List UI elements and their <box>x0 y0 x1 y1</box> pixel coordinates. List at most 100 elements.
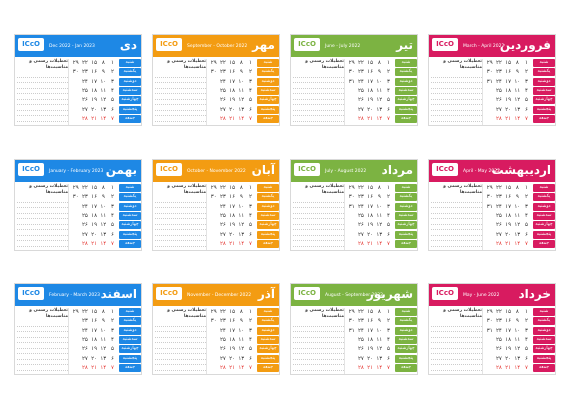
day-number: ۲۳ <box>81 69 88 76</box>
day-number: ۱۹ <box>367 222 374 229</box>
notes-heading: تعطیلات رسمی و مناسبت‌ها <box>29 308 68 319</box>
day-number: ۲۸ <box>219 115 226 122</box>
day-number: ۱۸ <box>91 87 98 94</box>
weekday-label: چهارشنبه <box>395 345 417 354</box>
day-number: ۸ <box>377 309 381 315</box>
weekday-row: سه‌شنبه ۴ ۱۱ ۱۸ ۲۵ <box>485 86 555 96</box>
day-number: ۱۱ <box>376 87 383 94</box>
day-number: ۱۰ <box>238 203 245 210</box>
day-number: ۲۶ <box>357 346 364 353</box>
day-number: ۲۹ <box>348 60 355 66</box>
weekday-label: چهارشنبه <box>533 221 555 230</box>
day-number: ۲۴ <box>81 327 88 334</box>
note-line <box>293 83 344 89</box>
day-number: ۲۲ <box>357 185 364 191</box>
day-number: ۱۶ <box>367 194 374 201</box>
day-number: ۲۸ <box>81 115 88 122</box>
day-number: ۲۲ <box>81 309 88 315</box>
weekday-label: شنبه <box>257 59 279 67</box>
note-line <box>431 111 482 116</box>
day-number: ۱۷ <box>91 78 98 85</box>
day-number: ۲۹ <box>210 60 217 66</box>
weekday-label: پنجشنبه <box>119 354 141 363</box>
note-line <box>431 214 482 219</box>
month-header: ICcO فروردین March - April 2022 <box>429 35 555 57</box>
weekday-label: یکشنبه <box>257 68 279 77</box>
day-number: ۲۶ <box>219 222 226 229</box>
notes-heading: تعطیلات رسمی و مناسبت‌ها <box>305 59 344 70</box>
day-number: ۱۹ <box>505 346 512 353</box>
weekday-row: شنبه ۱ ۸ ۱۵ ۲۲ ۲۹ <box>347 308 417 317</box>
weekday-label: چهارشنبه <box>533 345 555 354</box>
weekday-row: شنبه ۱ ۸ ۱۵ ۲۲ ۲۹ <box>485 59 555 68</box>
day-number: ۲۸ <box>495 115 502 122</box>
day-number: ۲۳ <box>357 194 364 201</box>
day-number: ۱۱ <box>238 87 245 94</box>
day-number: ۵ <box>249 346 252 353</box>
day-number: ۲۱ <box>91 240 98 247</box>
day-number: ۵ <box>387 346 390 353</box>
note-line <box>431 343 482 349</box>
day-number: ۹ <box>377 69 381 76</box>
day-number: ۲۲ <box>495 309 502 315</box>
weekday-label: جمعه <box>395 239 417 248</box>
note-line <box>17 241 68 247</box>
weekday-label: شنبه <box>257 184 279 192</box>
weekday-label: دوشنبه <box>257 326 279 335</box>
note-line <box>431 230 482 236</box>
weekday-row: جمعه ۷ ۱۴ ۲۱ ۲۸ <box>347 114 417 124</box>
day-number: ۱۲ <box>100 222 107 229</box>
day-number: ۳۰ <box>348 194 355 201</box>
day-number: ۱۴ <box>100 240 107 247</box>
month-gregorian-range: July - August 2022 <box>325 169 367 174</box>
note-line <box>155 332 206 338</box>
day-number: ۲۰ <box>229 231 236 238</box>
day-number: ۲۰ <box>367 106 374 113</box>
day-number: ۲۱ <box>505 364 512 371</box>
weekday-row: یکشنبه ۲ ۹ ۱۶ ۲۳ ۳۰ <box>71 68 141 77</box>
day-number: ۲۵ <box>81 87 88 94</box>
note-line <box>293 214 344 219</box>
weekday-row: پنجشنبه ۶ ۱۳ ۲۰ ۲۷ <box>209 230 279 240</box>
day-number: ۶ <box>387 355 390 362</box>
day-number: ۱۰ <box>376 78 383 85</box>
days-table: شنبه ۱ ۸ ۱۵ ۲۲ ۲۹ یکشنبه ۲ ۹ ۱۶ ۲۳ ۳۰ دوشنبه ۳ ۱۰ ۱۷ ۲۴ س… <box>71 184 141 250</box>
month-gregorian-range: November - December 2022 <box>187 293 252 298</box>
day-number: ۱۹ <box>505 222 512 229</box>
day-number: ۲۱ <box>229 115 236 122</box>
month-gregorian-range: October - November 2022 <box>187 169 246 174</box>
day-number: ۱۵ <box>505 60 512 66</box>
note-line <box>293 94 344 100</box>
day-number: ۱۳ <box>100 231 107 238</box>
day-number: ۲۲ <box>219 185 226 191</box>
day-number: ۱۱ <box>100 212 107 219</box>
day-number: ۲۳ <box>219 69 226 76</box>
day-number: ۱۲ <box>376 222 383 229</box>
day-number: ۲۲ <box>81 60 88 66</box>
note-line <box>17 225 68 230</box>
weekday-row: دوشنبه ۳ ۱۰ ۱۷ ۲۴ <box>71 77 141 87</box>
day-number: ۸ <box>101 60 105 66</box>
weekday-row: سه‌شنبه ۴ ۱۱ ۱۸ ۲۵ <box>209 211 279 221</box>
weekday-label: جمعه <box>533 363 555 372</box>
day-number: ۲ <box>111 194 114 201</box>
day-number: ۱۳ <box>100 106 107 113</box>
note-line <box>155 365 206 371</box>
day-number: ۲ <box>111 318 114 325</box>
day-number: ۲۵ <box>495 212 502 219</box>
day-number: ۲۴ <box>219 327 226 334</box>
note-line <box>155 78 206 83</box>
note-line <box>431 327 482 332</box>
day-number: ۱۷ <box>505 203 512 210</box>
day-number: ۱۵ <box>229 185 236 191</box>
day-number: ۱۷ <box>367 203 374 210</box>
note-line <box>17 354 68 360</box>
weekday-label: شنبه <box>533 59 555 67</box>
weekday-row: پنجشنبه ۶ ۱۳ ۲۰ ۲۷ <box>485 354 555 364</box>
day-number: ۷ <box>249 115 252 122</box>
day-number: ۲۷ <box>81 355 88 362</box>
weekday-label: جمعه <box>257 363 279 372</box>
weekday-label: چهارشنبه <box>257 221 279 230</box>
weekday-row: یکشنبه ۲ ۹ ۱۶ ۲۳ ۳۰ <box>347 68 417 77</box>
day-number: ۲۹ <box>486 185 493 191</box>
